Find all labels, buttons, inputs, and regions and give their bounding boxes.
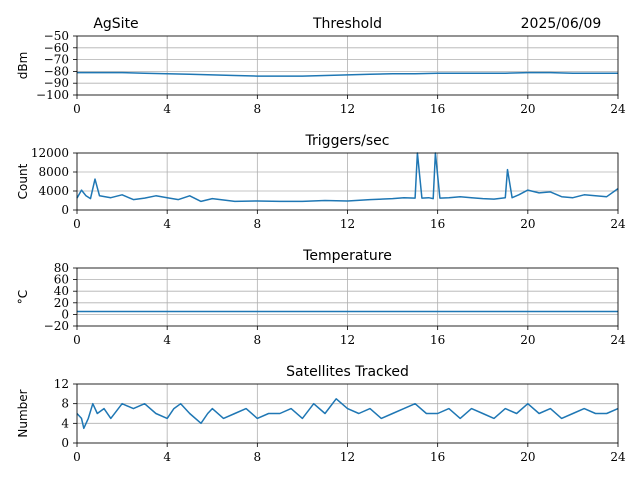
x-tick-label: 0 <box>73 450 81 464</box>
x-tick-label: 20 <box>520 217 535 231</box>
y-tick-label: 4000 <box>38 184 69 198</box>
x-tick-label: 8 <box>254 450 262 464</box>
x-tick-label: 4 <box>163 102 171 116</box>
y-axis-label: Count <box>16 163 30 199</box>
y-tick-label: −50 <box>44 29 69 43</box>
y-tick-label: 80 <box>54 261 69 275</box>
x-tick-label: 20 <box>520 333 535 347</box>
y-axis-label: dBm <box>16 52 30 80</box>
y-tick-label: 0 <box>61 436 69 450</box>
y-tick-label: 4 <box>61 416 69 430</box>
panel-4: 0 4 8 12 16 20 24 0 4 8 12 Satellites Tracked Number <box>16 364 626 464</box>
x-tick-label: 12 <box>340 217 355 231</box>
x-tick-label: 8 <box>254 333 262 347</box>
y-tick-label: −100 <box>36 88 69 102</box>
x-tick-label: 16 <box>430 450 445 464</box>
y-tick-label: 12 <box>54 377 69 391</box>
series-line <box>77 71 618 77</box>
x-tick-label: 12 <box>340 333 355 347</box>
chart-title: Temperature <box>302 248 392 264</box>
x-tick-label: 0 <box>73 217 81 231</box>
y-tick-label: −80 <box>44 64 69 78</box>
x-tick-label: 24 <box>610 102 626 116</box>
plots-group: 0 4 8 12 16 20 24 −100−90−80−70−60−50 Threshold d… <box>16 16 626 464</box>
chart-title: Threshold <box>312 16 382 32</box>
y-tick-label: −60 <box>44 41 69 55</box>
x-tick-label: 8 <box>254 102 262 116</box>
y-axis-label: Number <box>16 389 30 437</box>
x-tick-label: 24 <box>610 217 626 231</box>
y-tick-label: 8000 <box>38 165 69 179</box>
y-tick-label: −90 <box>44 76 69 90</box>
x-tick-label: 0 <box>73 333 81 347</box>
x-tick-label: 16 <box>430 333 445 347</box>
panel-1: 0 4 8 12 16 20 24 −100−90−80−70−60−50 Threshold d… <box>16 16 626 116</box>
x-tick-label: 8 <box>254 217 262 231</box>
y-tick-label: 8 <box>61 397 69 411</box>
x-tick-label: 4 <box>163 450 171 464</box>
report-date: 2025/06/09 <box>521 16 602 32</box>
x-tick-label: 4 <box>163 217 171 231</box>
y-tick-label: 60 <box>54 273 69 287</box>
x-tick-label: 12 <box>340 450 355 464</box>
x-tick-label: 16 <box>430 102 445 116</box>
series-line <box>76 152 619 203</box>
x-tick-label: 24 <box>610 450 626 464</box>
y-tick-label: −20 <box>44 319 69 333</box>
y-tick-label: 0 <box>61 307 69 321</box>
y-tick-label: 20 <box>54 296 69 310</box>
panel-2: 0 4 8 12 16 20 24 0 4000 8000 12000 Triggers/sec Cou… <box>16 133 626 231</box>
x-tick-label: 16 <box>430 217 445 231</box>
series-line <box>76 398 619 430</box>
x-tick-label: 20 <box>520 450 535 464</box>
y-tick-label: 12000 <box>31 146 69 160</box>
y-tick-label: 40 <box>54 284 69 298</box>
chart-title: Triggers/sec <box>305 133 390 149</box>
x-tick-label: 12 <box>340 102 355 116</box>
chart-title: Satellites Tracked <box>286 364 409 380</box>
y-axis-label: °C <box>16 290 30 304</box>
y-tick-label: 0 <box>61 203 69 217</box>
x-tick-label: 4 <box>163 333 171 347</box>
site-name: AgSite <box>93 16 138 32</box>
y-tick-label: −70 <box>44 53 69 67</box>
x-tick-label: 20 <box>520 102 535 116</box>
x-tick-label: 0 <box>73 102 81 116</box>
x-tick-label: 24 <box>610 333 626 347</box>
